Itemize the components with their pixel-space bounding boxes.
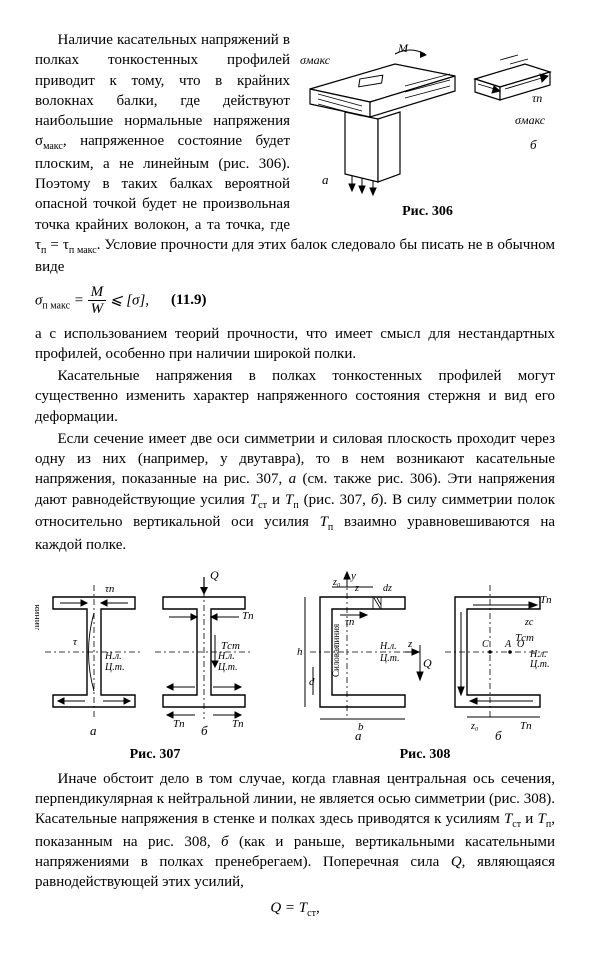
- l308-Q: Q: [423, 656, 432, 670]
- l307-cm: Ц.т.: [104, 662, 125, 673]
- eq-number: (11.9): [171, 290, 206, 310]
- p5-and: и: [521, 811, 537, 827]
- l308-sil: Силовая: [331, 645, 341, 677]
- p5-Q: Q: [451, 854, 462, 870]
- fig-306-caption: Рис. 306: [300, 203, 555, 222]
- l307-lin: линия: [35, 604, 42, 630]
- l307-Q: Q: [210, 568, 219, 582]
- l307-Tn3: Tп: [232, 718, 244, 730]
- figure-307: Силовая линия τп τ Н.л. Ц.т. Q Tп Tст Н.…: [35, 567, 275, 765]
- p1-sub-3: п макс: [69, 245, 97, 256]
- label-sigma-maks-2: σмакс: [515, 113, 546, 127]
- figure-306: M σмакс τп σмакс а б Рис. 306: [300, 34, 555, 222]
- fig-308-caption: Рис. 308: [295, 746, 555, 765]
- l308-h: h: [297, 646, 303, 658]
- figure-308: y z dz z₀ τп Н.л. Ц.т. линия Силовая d h…: [295, 567, 555, 765]
- p1-text-4: . Условие прочности для этих балок следо…: [35, 237, 555, 276]
- p1-text-3: = τ: [46, 237, 68, 253]
- eq2-Tsub: ст: [307, 908, 316, 919]
- l308-cm: Ц.т.: [379, 653, 400, 664]
- l307-taun: τп: [105, 583, 115, 595]
- l308-C: C: [482, 639, 489, 650]
- paragraph-3: Касательные напряжения в полках тонкосте…: [35, 366, 555, 427]
- l308-d: d: [309, 676, 315, 688]
- label-306b: б: [530, 137, 537, 152]
- p4-T3: T: [320, 514, 328, 530]
- l308-Tn1: Tп: [540, 594, 552, 606]
- p4-text-3: (рис. 307,: [299, 492, 371, 508]
- eq-M: M: [88, 284, 107, 302]
- p5-text-1: Иначе обстоит дело в том случае, когда г…: [35, 771, 555, 828]
- l308-dz: dz: [383, 583, 392, 594]
- l308-Tn2: Tп: [520, 720, 532, 732]
- l308-O: O: [517, 639, 524, 650]
- paragraph-4: Если сечение имеет две оси симметрии и с…: [35, 429, 555, 555]
- l308-z0: z₀: [332, 577, 341, 588]
- l308-A: A: [504, 639, 512, 650]
- p4-T1-sub: ст: [258, 500, 267, 511]
- l307-cm2: Ц.т.: [217, 662, 238, 673]
- p5-T1-sub: ст: [512, 819, 521, 830]
- eq-W: W: [88, 301, 107, 318]
- eq2-T: T: [299, 900, 307, 916]
- p1-text-2: , напряженное состояние будет плоским, а…: [35, 133, 290, 253]
- l308-z: z: [354, 583, 359, 594]
- label-306a: а: [322, 172, 329, 187]
- l308-y: y: [350, 570, 356, 582]
- p1-sub-1: макс: [43, 141, 63, 152]
- p5-it: б: [221, 834, 229, 850]
- label-sigma-maks-1: σмакс: [300, 53, 331, 67]
- label-M: M: [397, 41, 409, 55]
- eq-sigma-sub: п макс: [42, 300, 70, 311]
- l307-b: б: [201, 723, 208, 738]
- eq2-eq: =: [281, 900, 299, 916]
- l308-hl: Н.л.: [379, 641, 397, 652]
- l308-z2: z: [407, 638, 413, 650]
- eq2-Q: Q: [270, 900, 281, 916]
- paragraph-5: Иначе обстоит дело в том случае, когда г…: [35, 769, 555, 893]
- l307-Tn2: Tп: [173, 718, 185, 730]
- paragraph-2: а с использованием теорий прочности, что…: [35, 324, 555, 365]
- fig-307-caption: Рис. 307: [35, 746, 275, 765]
- l308-a: а: [355, 728, 362, 742]
- l307-tau: τ: [73, 636, 78, 648]
- l308-blbl: б: [495, 728, 502, 742]
- equation-11-9: σп макс = MW ⩽ [σ], (11.9): [35, 284, 555, 318]
- figures-307-308-row: Силовая линия τп τ Н.л. Ц.т. Q Tп Tст Н.…: [35, 567, 555, 765]
- l307-hl2: Н.л.: [217, 651, 235, 662]
- equation-Q-Tst: Q = Tст,: [35, 898, 555, 921]
- p5-T2: T: [538, 811, 546, 827]
- l307-Tn1: Tп: [242, 610, 254, 622]
- l308-zc: zс: [524, 617, 534, 628]
- l307-hl: Н.л.: [104, 651, 122, 662]
- eq-equals: =: [70, 292, 88, 308]
- p4-T1: T: [250, 492, 258, 508]
- p1-text-1: Наличие касательных напряжений в полках …: [35, 32, 290, 149]
- eq2-comma: ,: [316, 900, 320, 916]
- p4-and: и: [267, 492, 285, 508]
- l308-lin: линия: [331, 624, 341, 647]
- label-tau-n: τп: [532, 91, 542, 105]
- l308-z0b: z₀: [470, 721, 479, 732]
- l308-cm2: Ц.т.: [529, 659, 550, 670]
- l307-a: а: [90, 723, 97, 738]
- eq-leq: ⩽ [σ],: [106, 292, 149, 308]
- l308-taun: τп: [345, 616, 355, 628]
